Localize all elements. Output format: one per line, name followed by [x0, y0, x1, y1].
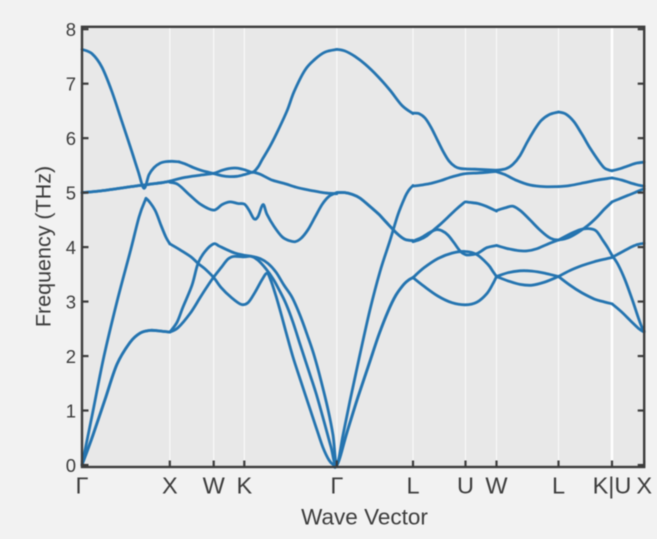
svg-text:6: 6	[66, 128, 76, 149]
svg-text:U: U	[457, 473, 474, 499]
svg-text:4: 4	[66, 237, 76, 258]
svg-text:L: L	[406, 473, 419, 499]
svg-text:0: 0	[66, 455, 76, 476]
svg-text:Frequency (THz): Frequency (THz)	[32, 166, 56, 327]
svg-text:K: K	[236, 473, 252, 499]
svg-text:Γ: Γ	[330, 473, 343, 499]
svg-text:X: X	[162, 473, 178, 499]
svg-text:L: L	[552, 473, 565, 499]
svg-text:3: 3	[66, 292, 76, 313]
svg-text:W: W	[203, 473, 226, 499]
svg-text:Γ: Γ	[76, 473, 89, 499]
svg-text:8: 8	[66, 19, 76, 40]
svg-text:Wave Vector: Wave Vector	[301, 505, 428, 530]
svg-text:7: 7	[66, 74, 76, 95]
svg-text:X: X	[636, 473, 652, 499]
svg-text:1: 1	[66, 401, 76, 422]
svg-text:5: 5	[66, 183, 76, 204]
svg-text:W: W	[485, 473, 508, 499]
svg-text:K|U: K|U	[593, 473, 632, 499]
svg-text:2: 2	[66, 346, 76, 367]
